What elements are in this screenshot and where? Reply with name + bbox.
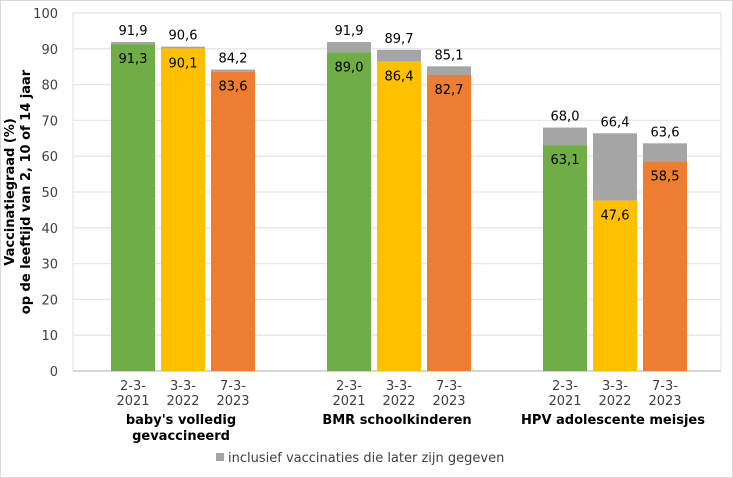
x-category-label: HPV adolescente meisjes — [521, 413, 705, 428]
data-label-base: 63,1 — [551, 153, 580, 168]
x-category-label: gevaccineerd — [132, 429, 230, 444]
x-date-label: 3-3- — [602, 379, 628, 394]
y-axis-title-line: Vaccinatiegraad (%) — [3, 118, 18, 266]
x-date-label: 2022 — [166, 394, 199, 409]
x-date-label: 3-3- — [386, 379, 412, 394]
bar-later-vaccinations — [543, 127, 587, 146]
bar-vaccination-rate — [543, 145, 587, 371]
y-axis-title: Vaccinatiegraad (%) op de leeftijd van 2,… — [3, 69, 34, 314]
bar-later-vaccinations — [593, 133, 637, 201]
legend-label: inclusief vaccinaties die later zijn geg… — [228, 451, 504, 466]
x-date-label: 2021 — [116, 394, 149, 409]
data-label-total: 90,6 — [169, 29, 198, 44]
data-label-total: 89,7 — [385, 32, 414, 47]
bar-vaccination-rate — [211, 71, 255, 371]
bar-vaccination-rate — [643, 161, 687, 371]
bar-vaccination-rate — [427, 74, 471, 372]
bar-vaccination-rate — [161, 48, 205, 371]
bar-later-vaccinations — [211, 69, 255, 72]
bar-vaccination-rate — [593, 200, 637, 371]
data-label-total: 84,2 — [219, 52, 248, 67]
data-label-total: 91,9 — [335, 24, 364, 39]
x-date-label: 2-3- — [552, 379, 578, 394]
y-tick-label: 80 — [41, 79, 58, 94]
data-label-total: 91,9 — [119, 24, 148, 39]
x-date-label: 2-3- — [336, 379, 362, 394]
data-label-base: 83,6 — [219, 80, 248, 95]
x-date-label: 2023 — [216, 394, 249, 409]
y-tick-label: 60 — [41, 150, 58, 165]
x-date-label: 2023 — [648, 394, 681, 409]
x-date-label: 7-3- — [652, 379, 678, 394]
bar-later-vaccinations — [327, 41, 371, 53]
y-tick-label: 70 — [41, 114, 58, 129]
x-date-label: 2022 — [382, 394, 415, 409]
y-tick-label: 100 — [33, 7, 58, 22]
bar-vaccination-rate — [111, 44, 155, 372]
data-label-total: 85,1 — [435, 48, 464, 63]
legend-swatch — [216, 453, 224, 461]
bar-vaccination-rate — [327, 52, 371, 371]
x-date-label: 2022 — [598, 394, 631, 409]
data-label-base: 86,4 — [385, 70, 414, 85]
x-date-label: 2021 — [332, 394, 365, 409]
data-label-base: 91,3 — [119, 52, 148, 67]
x-date-label: 2-3- — [120, 379, 146, 394]
data-label-total: 66,4 — [601, 115, 630, 130]
bar-later-vaccinations — [111, 41, 155, 45]
x-date-label: 7-3- — [220, 379, 246, 394]
bar-later-vaccinations — [161, 46, 205, 49]
y-tick-label: 0 — [50, 365, 58, 380]
x-date-label: 7-3- — [436, 379, 462, 394]
bar-later-vaccinations — [643, 143, 687, 162]
data-label-base: 47,6 — [601, 209, 630, 224]
data-label-base: 90,1 — [169, 56, 198, 71]
data-label-base: 58,5 — [651, 170, 680, 185]
data-label-base: 82,7 — [435, 83, 464, 98]
legend: inclusief vaccinaties die later zijn geg… — [216, 451, 504, 466]
y-tick-label: 20 — [41, 293, 58, 308]
bars: 91,9 91,3 90,6 90,1 84,2 83,6 91,9 89,0 89,7 86,4… — [111, 24, 687, 372]
x-category-label: BMR schoolkinderen — [322, 413, 471, 428]
y-tick-label: 10 — [41, 329, 58, 344]
bar-later-vaccinations — [377, 49, 421, 62]
y-tick-label: 30 — [41, 258, 58, 273]
y-tick-label: 90 — [41, 43, 58, 58]
y-tick-label: 50 — [41, 186, 58, 201]
bar-later-vaccinations — [427, 66, 471, 75]
bar-vaccination-rate — [377, 61, 421, 372]
x-date-label: 2023 — [432, 394, 465, 409]
data-label-total: 68,0 — [551, 110, 580, 125]
x-date-label: 2021 — [548, 394, 581, 409]
y-tick-label: 40 — [41, 222, 58, 237]
x-category-label: baby's volledig — [126, 413, 236, 428]
data-label-total: 63,6 — [651, 125, 680, 140]
x-date-label: 3-3- — [170, 379, 196, 394]
y-axis-title-line: op de leeftijd van 2, 10 of 14 jaar — [19, 69, 34, 314]
data-label-base: 89,0 — [335, 60, 364, 75]
y-axis-ticks: 0 10 20 30 40 50 60 70 80 90 100 — [33, 7, 58, 380]
